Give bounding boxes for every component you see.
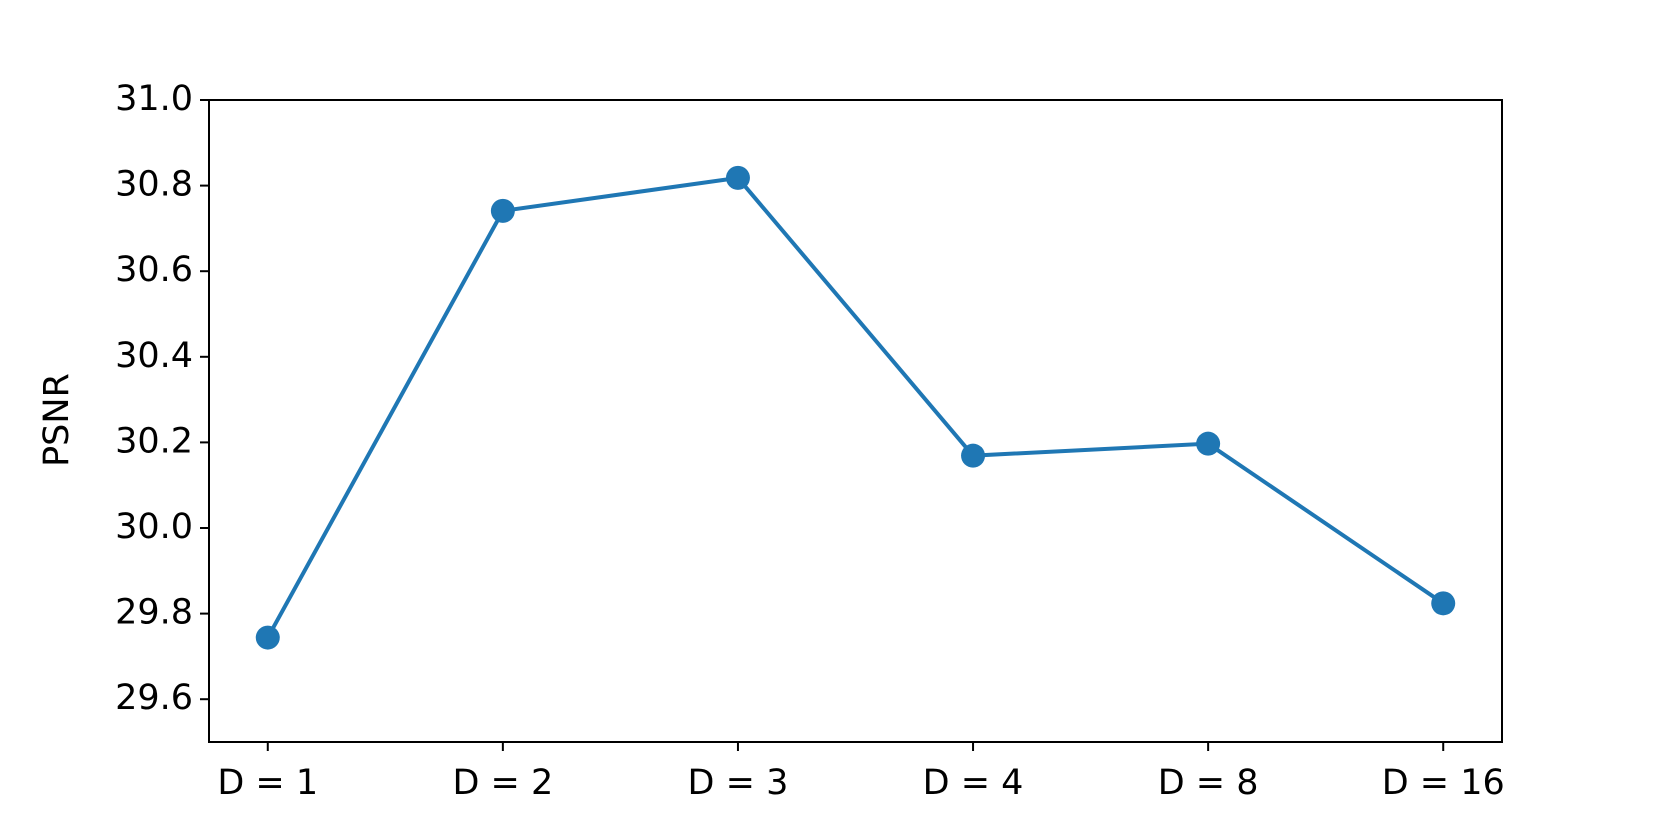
data-point — [1431, 591, 1456, 616]
x-tick-label: D = 2 — [452, 763, 553, 803]
y-tick-label: 30.8 — [115, 165, 193, 205]
x-tick-label: D = 16 — [1382, 763, 1505, 803]
series-line — [266, 175, 1445, 639]
y-tick-label: 30.2 — [115, 421, 193, 461]
data-point — [490, 198, 515, 223]
data-point — [255, 625, 280, 650]
y-tick-label: 31.0 — [115, 79, 193, 119]
y-tick-label: 30.6 — [115, 250, 193, 290]
y-axis-label: PSNR — [37, 373, 77, 467]
data-point — [961, 443, 986, 468]
y-tick-label: 30.0 — [115, 507, 193, 547]
data-point — [725, 165, 750, 190]
x-tick-label: D = 3 — [688, 763, 789, 803]
x-tick-label: D = 4 — [923, 763, 1024, 803]
x-tick-label: D = 8 — [1158, 763, 1259, 803]
y-tick-label: 29.6 — [115, 678, 193, 718]
data-point — [1196, 431, 1221, 456]
x-tick-label: D = 1 — [217, 763, 318, 803]
y-tick-label: 29.8 — [115, 593, 193, 633]
y-tick-label: 30.4 — [115, 336, 193, 376]
plot-frame — [208, 99, 1503, 743]
